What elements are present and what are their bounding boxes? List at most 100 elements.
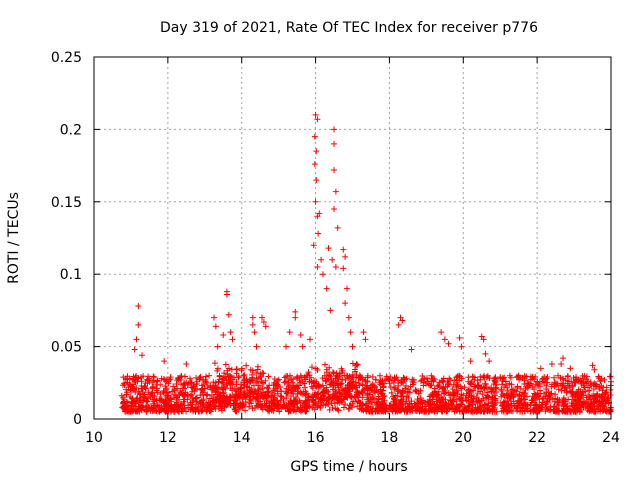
baseline-point <box>521 381 528 388</box>
baseline-point <box>454 373 461 380</box>
baseline-point <box>278 404 285 411</box>
data-point <box>223 291 230 298</box>
data-point <box>292 314 299 321</box>
baseline-point <box>216 373 223 380</box>
baseline-point <box>543 389 550 396</box>
baseline-point <box>153 381 160 388</box>
baseline-point <box>468 408 475 415</box>
baseline-point <box>541 373 548 380</box>
baseline-point <box>394 386 401 393</box>
baseline-point <box>536 387 543 394</box>
baseline-point <box>239 365 246 372</box>
baseline-point <box>536 396 543 403</box>
baseline-point <box>265 406 272 413</box>
baseline-point <box>540 395 547 402</box>
baseline-point <box>280 399 287 406</box>
baseline-point <box>474 390 481 397</box>
baseline-point <box>274 381 281 388</box>
baseline-point <box>287 393 294 400</box>
baseline-point <box>498 387 505 394</box>
baseline-point <box>516 392 523 399</box>
baseline-point <box>171 394 178 401</box>
baseline-point <box>574 378 581 385</box>
baseline-point <box>453 401 460 408</box>
baseline-point <box>575 396 582 403</box>
data-point <box>331 206 338 213</box>
baseline-point <box>209 386 216 393</box>
baseline-point <box>454 387 461 394</box>
baseline-point <box>539 399 546 406</box>
baseline-point <box>193 398 200 405</box>
baseline-point <box>576 399 583 406</box>
baseline-point <box>555 386 562 393</box>
baseline-point <box>212 402 219 409</box>
baseline-point <box>346 405 353 412</box>
notable-points <box>131 111 598 379</box>
x-tick-label: 14 <box>233 430 251 446</box>
data-point <box>349 343 356 350</box>
baseline-point <box>486 375 493 382</box>
baseline-point <box>599 387 606 394</box>
baseline-point <box>254 363 261 370</box>
baseline-point <box>195 408 202 415</box>
baseline-point <box>593 397 600 404</box>
axis-ticks <box>93 56 612 420</box>
baseline-point <box>206 395 213 402</box>
data-point <box>249 314 256 321</box>
baseline-point <box>259 402 266 409</box>
baseline-point <box>597 378 604 385</box>
data-point <box>340 265 347 272</box>
baseline-point <box>343 393 350 400</box>
x-tick-label: 16 <box>307 430 325 446</box>
data-point <box>567 365 574 372</box>
baseline-point <box>221 394 228 401</box>
baseline-point <box>226 393 233 400</box>
data-point <box>318 256 325 263</box>
x-tick-label: 20 <box>454 430 472 446</box>
baseline-point <box>203 379 210 386</box>
baseline-point <box>227 402 234 409</box>
data-point <box>347 329 354 336</box>
baseline-point <box>480 408 487 415</box>
baseline-point <box>332 405 339 412</box>
baseline-point <box>281 374 288 381</box>
baseline-point <box>154 385 161 392</box>
baseline-point <box>422 407 429 414</box>
baseline-point <box>489 394 496 401</box>
data-point <box>515 372 522 379</box>
baseline-point <box>458 375 465 382</box>
baseline-point <box>271 403 278 410</box>
baseline-point <box>418 398 425 405</box>
baseline-point <box>192 407 199 414</box>
data-point <box>260 318 267 325</box>
baseline-point <box>490 388 497 395</box>
baseline-point <box>253 370 260 377</box>
baseline-point <box>570 408 577 415</box>
baseline-point <box>350 374 357 381</box>
baseline-point <box>323 397 330 404</box>
baseline-point <box>399 390 406 397</box>
baseline-point <box>484 389 491 396</box>
baseline-point <box>523 393 530 400</box>
baseline-point <box>510 398 517 405</box>
baseline-point <box>441 407 448 414</box>
baseline-point <box>525 380 532 387</box>
baseline-point <box>473 394 480 401</box>
baseline-point <box>523 401 530 408</box>
baseline-point <box>405 394 412 401</box>
baseline-point <box>263 400 270 407</box>
baseline-point <box>463 390 470 397</box>
baseline-point <box>203 373 210 380</box>
baseline-point <box>210 379 217 386</box>
baseline-point <box>450 389 457 396</box>
baseline-point <box>486 385 493 392</box>
baseline-point <box>580 375 587 382</box>
baseline-point <box>228 366 235 373</box>
baseline-point <box>328 400 335 407</box>
data-point <box>183 360 190 367</box>
baseline-point <box>348 394 355 401</box>
baseline-point <box>312 389 319 396</box>
data-point <box>314 263 321 270</box>
data-point <box>310 242 317 249</box>
baseline-point <box>417 394 424 401</box>
